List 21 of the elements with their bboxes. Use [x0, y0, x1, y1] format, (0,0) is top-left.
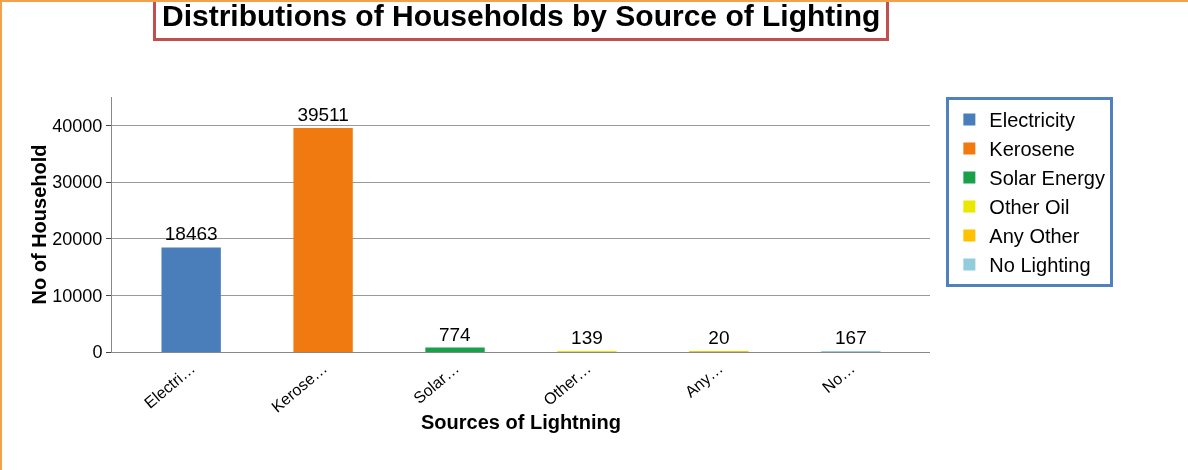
legend-label: Solar Energy — [989, 167, 1105, 190]
legend-label: Electricity — [989, 109, 1075, 132]
data-label: 39511 — [297, 104, 349, 126]
data-label: 139 — [571, 327, 603, 348]
legend-label: Other Oil — [989, 196, 1070, 219]
y-axis-title: No of Household — [28, 144, 51, 305]
y-tick-label: 10000 — [52, 285, 103, 306]
x-axis-title: Sources of Lightning — [421, 410, 621, 433]
legend-label: Any Other — [989, 225, 1080, 248]
data-label: 167 — [834, 327, 867, 348]
y-tick-label: 30000 — [52, 172, 103, 193]
x-tick-label: No… — [819, 359, 858, 397]
y-tick-label: 40000 — [52, 115, 103, 136]
y-tick-label: 0 — [92, 342, 103, 363]
data-label: 20 — [708, 327, 730, 348]
data-label: 18463 — [164, 223, 218, 245]
chart-title: Distributions of Households by Source of Lighting — [162, 0, 881, 32]
legend-label: No Lighting — [989, 254, 1091, 277]
legend-label: Kerosene — [989, 138, 1075, 161]
data-label: 774 — [438, 323, 472, 345]
y-tick-label: 20000 — [52, 228, 103, 249]
